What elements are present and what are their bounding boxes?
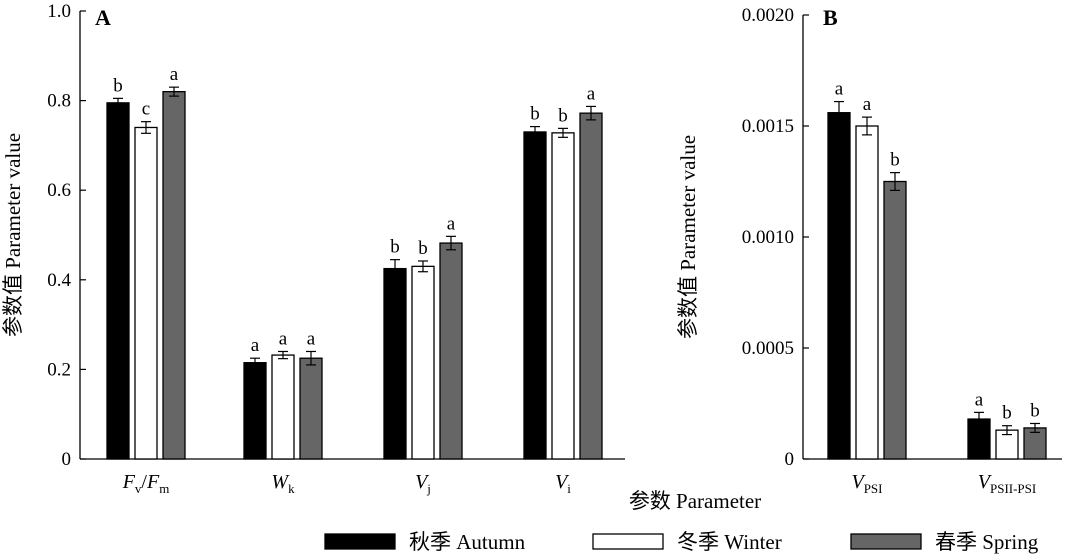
- significance-letter: b: [390, 237, 400, 258]
- panel-b-label: B: [823, 5, 838, 30]
- y-tick-label: 0.0010: [742, 227, 794, 248]
- bar: [383, 267, 407, 460]
- y-tick-label: 0.0015: [742, 116, 794, 137]
- bar: [523, 131, 547, 460]
- significance-letter: c: [142, 99, 150, 120]
- x-axis-label: 参数 Parameter: [629, 489, 761, 513]
- x-tick-label: Wk: [271, 471, 295, 496]
- bar: [271, 354, 295, 460]
- x-tick-label: VPSI: [851, 471, 882, 496]
- x-tick-label: Vi: [555, 471, 571, 496]
- significance-letter: a: [863, 94, 872, 115]
- y-tick-label: 0.2: [47, 359, 71, 380]
- bar: [162, 90, 186, 460]
- x-tick-label: Vj: [415, 471, 431, 496]
- significance-letter: b: [1002, 403, 1012, 424]
- bar: [855, 125, 879, 460]
- significance-letter: a: [307, 328, 316, 349]
- significance-letter: a: [170, 64, 179, 85]
- y-tick-label: 1.0: [47, 1, 71, 22]
- x-tick-label: Fv/Fm: [122, 471, 170, 496]
- significance-letter: b: [530, 104, 540, 125]
- significance-letter: a: [835, 79, 844, 100]
- significance-letter: a: [587, 83, 596, 104]
- legend-label: 春季 Spring: [935, 530, 1039, 554]
- legend-label: 秋季 Autumn: [409, 530, 526, 554]
- significance-letter: b: [1030, 400, 1040, 421]
- y-tick-label: 0.0020: [742, 5, 794, 26]
- bar: [579, 112, 603, 460]
- y-axis-label: 参数值 Parameter value: [1, 133, 25, 337]
- bar: [827, 112, 851, 460]
- y-axis-label: 参数值 Parameter value: [676, 135, 700, 339]
- significance-letter: b: [890, 150, 900, 171]
- significance-letter: b: [558, 105, 568, 126]
- bar: [134, 126, 158, 460]
- legend: 秋季 Autumn 冬季 Winter 春季 Spring: [324, 530, 1039, 554]
- bar: [411, 265, 435, 460]
- legend-swatch: [324, 533, 396, 550]
- legend-swatch: [850, 533, 922, 550]
- bar: [299, 357, 323, 460]
- significance-letter: b: [418, 238, 428, 259]
- significance-letter: a: [251, 335, 260, 356]
- y-tick-label: 0: [785, 449, 795, 470]
- panel-a-label: A: [95, 5, 111, 30]
- x-tick-label: VPSII-PSI: [978, 471, 1036, 496]
- bar: [883, 180, 907, 460]
- legend-label: 冬季 Winter: [677, 530, 782, 554]
- significance-letter: b: [113, 75, 123, 96]
- y-tick-label: 0.6: [47, 180, 71, 201]
- bar: [243, 362, 267, 460]
- bar: [106, 102, 130, 460]
- y-tick-label: 0.4: [47, 270, 71, 291]
- y-tick-label: 0.8: [47, 91, 71, 112]
- significance-letter: a: [279, 328, 288, 349]
- significance-letter: a: [447, 213, 456, 234]
- significance-letter: a: [975, 389, 984, 410]
- bar: [439, 242, 463, 460]
- y-tick-label: 0.0005: [742, 338, 794, 359]
- y-tick-label: 0: [62, 449, 72, 470]
- panel-b-chart: B 0 0.0005 0.0010 0.0015 0.0020 参数值 Parameter…: [676, 5, 1062, 496]
- bar: [551, 132, 575, 460]
- legend-swatch: [592, 533, 664, 550]
